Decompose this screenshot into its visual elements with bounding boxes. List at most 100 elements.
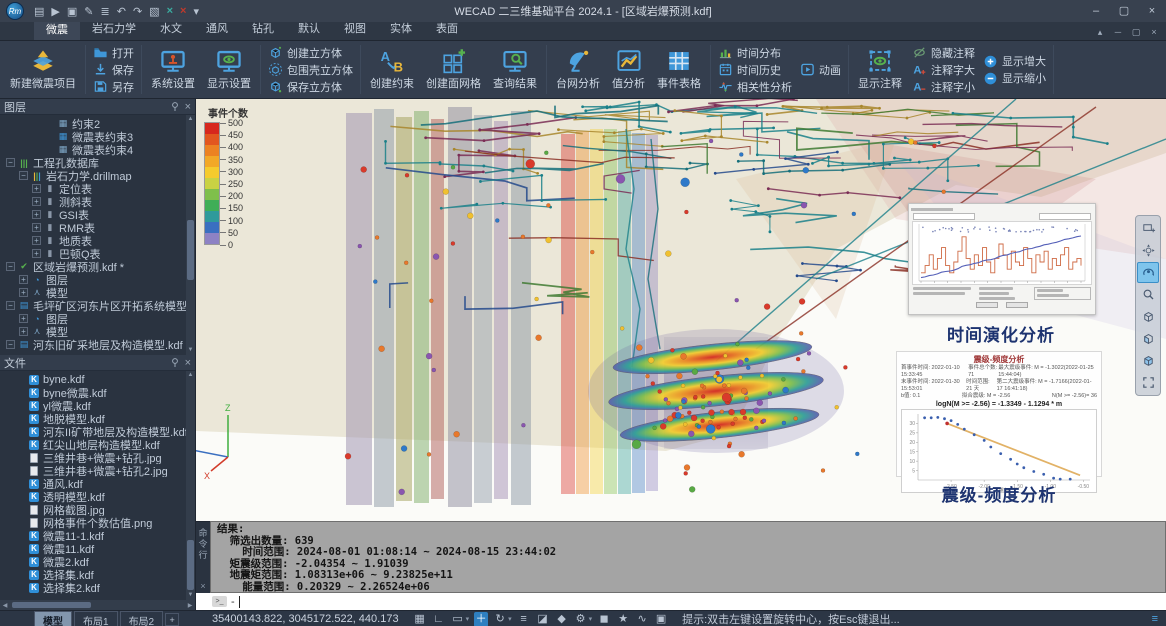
zoom-button[interactable] (1137, 284, 1159, 305)
tree-item[interactable]: − ▤ 河东旧矿采地层及构造模型.kdf * (0, 338, 195, 351)
expander-icon[interactable]: − (6, 340, 15, 349)
ribbon-button[interactable]: 显示增大 (980, 53, 1049, 70)
face-cube-button[interactable] (1137, 328, 1159, 349)
tree-item[interactable]: − ||| 岩石力学.drillmap (0, 169, 195, 182)
menu-tab[interactable]: 微震 (34, 18, 80, 40)
file-item[interactable]: K 选择集.kdf (0, 568, 195, 581)
expander-icon[interactable]: − (6, 301, 15, 310)
expander-icon[interactable]: + (32, 210, 41, 219)
mdi-close-icon[interactable]: × (1151, 27, 1157, 37)
tree-item[interactable]: + ⋏ 模型 (0, 325, 195, 338)
tree-item[interactable]: + ▮ 地质表 (0, 234, 195, 247)
notes-icon[interactable]: ≡ (1151, 613, 1158, 625)
menu-tab[interactable]: 水文 (160, 23, 182, 35)
layout-tab[interactable]: 布局2 (119, 610, 164, 626)
file-item[interactable]: K 透明模型.kdf (0, 490, 195, 503)
tree-item[interactable]: − ▤ 毛坪矿区河东片区开拓系统模型 (1).k (0, 299, 195, 312)
files-scrollbar[interactable]: ▲ ▼ (186, 371, 195, 600)
close-panel-icon[interactable]: × (184, 356, 191, 369)
expander-icon[interactable]: − (6, 158, 15, 167)
fit-view-button[interactable] (1137, 372, 1159, 393)
ribbon-button[interactable]: 时间历史 (715, 61, 795, 78)
close-panel-icon[interactable]: × (184, 100, 191, 113)
pin-icon[interactable] (171, 358, 179, 367)
menu-tab[interactable]: 视图 (344, 23, 366, 35)
crosshair-tool-icon[interactable]: ＋ (474, 611, 489, 626)
close-red-icon[interactable]: × (180, 5, 187, 17)
new-file-icon[interactable]: ▤ (34, 5, 45, 18)
file-item[interactable]: K 地脱模型.kdf (0, 412, 195, 425)
command-tab[interactable]: 命令行 × (196, 521, 210, 593)
command-line[interactable]: >_ - (196, 593, 1166, 610)
ribbon-button[interactable]: A 注释字大 (909, 61, 978, 78)
file-item[interactable]: K 微震11.kdf (0, 542, 195, 555)
ortho-tool-icon[interactable]: ∟ (433, 612, 444, 625)
ribbon-button[interactable]: 事件表格 (652, 43, 706, 97)
viewport-3d[interactable]: Z Y X 事件个数 50045040035030025020015010050… (196, 99, 1166, 521)
expander-icon[interactable]: − (19, 171, 28, 180)
cube-blue-tool-icon[interactable]: ◪ (537, 612, 548, 625)
ribbon-button[interactable]: 显示设置 (202, 43, 256, 97)
open-file-icon[interactable]: ▶ (51, 5, 60, 18)
ribbon-button[interactable]: 台网分析 (551, 43, 605, 97)
menu-tab[interactable]: 钻孔 (252, 23, 274, 35)
expander-icon[interactable]: + (32, 223, 41, 232)
ribbon-button[interactable]: 新建微震项目 (5, 43, 81, 97)
view-3d-icon[interactable]: ▧ (149, 5, 160, 18)
curve-tool-icon[interactable]: ∿ (637, 612, 647, 625)
dropdown-caret-icon[interactable]: ▾ (508, 616, 512, 623)
pin-icon[interactable] (171, 102, 179, 111)
dropdown-caret-icon[interactable]: ▾ (588, 616, 593, 623)
expander-icon[interactable]: + (19, 314, 28, 323)
redo-icon[interactable]: ↷ (132, 5, 143, 18)
expander-icon[interactable]: + (19, 275, 28, 284)
menu-tab[interactable]: 通风 (206, 23, 228, 35)
cube-tool-icon[interactable]: ◼ (599, 612, 609, 625)
ribbon-button[interactable]: 包围壳立方体 (265, 61, 356, 78)
menu-tab[interactable]: 表面 (436, 23, 458, 35)
dialog-button[interactable] (1006, 302, 1028, 308)
expander-icon[interactable]: + (32, 184, 41, 193)
files-hscrollbar[interactable]: ◀ ▶ (0, 600, 195, 610)
pin-icon[interactable]: ▴ (1097, 27, 1103, 37)
ribbon-button[interactable]: 显示缩小 (980, 70, 1049, 87)
file-item[interactable]: 三维井巷+微震+钻孔2.jpg (0, 464, 195, 477)
close-output-icon[interactable]: × (200, 581, 206, 591)
orbit-button[interactable] (1137, 240, 1159, 261)
file-item[interactable]: 网格事件个数估值.png (0, 516, 195, 529)
file-item[interactable]: K 红尖山地层构造模型.kdf (0, 438, 195, 451)
ribbon-button[interactable]: A B 创建约束 (370, 49, 414, 90)
frame-tool-icon[interactable]: ▣ (655, 612, 667, 625)
ribbon-button[interactable]: 相关性分析 (715, 78, 795, 95)
expander-icon[interactable]: + (32, 249, 41, 258)
minimize-button[interactable]: – (1092, 5, 1100, 17)
dropdown[interactable] (1039, 213, 1091, 220)
file-item[interactable]: K 河东II矿带地层及构造模型.kdf (0, 425, 195, 438)
tree-item[interactable]: + ⋏ 模型 (0, 286, 195, 299)
expander-icon[interactable]: + (19, 288, 28, 297)
tree-item[interactable]: − ✔ 区域岩爆预测.kdf * (0, 260, 195, 273)
menu-tab[interactable]: 默认 (298, 23, 320, 35)
close-teal-icon[interactable]: × (166, 5, 173, 17)
solid-cube-button[interactable] (1137, 350, 1159, 371)
ribbon-button[interactable]: 保存立方体 (265, 78, 356, 95)
undo-icon[interactable]: ↶ (116, 5, 126, 18)
wire-cube-button[interactable] (1137, 306, 1159, 327)
star-tool-icon[interactable]: ★ (618, 612, 629, 625)
mdi-restore-icon[interactable]: ▢ (1131, 27, 1141, 37)
ribbon-button[interactable]: 动画 (797, 61, 844, 78)
ribbon-button[interactable]: 创建面网格 (421, 43, 486, 97)
ribbon-button[interactable]: 系统设置 (146, 43, 200, 97)
dropdown-icon[interactable]: ▾ (193, 5, 199, 18)
maximize-button[interactable]: ▢ (1118, 5, 1130, 17)
ribbon-button[interactable]: 显示注释 (853, 43, 907, 97)
expander-icon[interactable]: + (32, 197, 41, 206)
mdi-minimize-icon[interactable]: ─ (1114, 27, 1122, 37)
rotate-view-button[interactable] (1137, 262, 1159, 283)
file-item[interactable]: K 通风.kdf (0, 477, 195, 490)
tree-item[interactable]: + ▮ 定位表 (0, 182, 195, 195)
ribbon-button[interactable]: A 注释字小 (909, 78, 978, 95)
print-icon[interactable]: ≣ (100, 5, 110, 18)
